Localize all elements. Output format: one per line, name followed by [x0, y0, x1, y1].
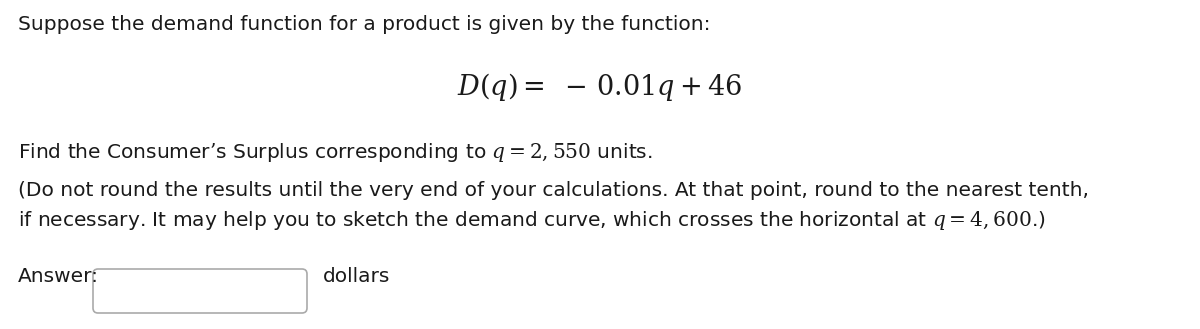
FancyBboxPatch shape	[94, 269, 307, 313]
Text: $D(q) =\ -\,0.01q + 46$: $D(q) =\ -\,0.01q + 46$	[457, 71, 743, 103]
Text: Find the Consumer’s Surplus corresponding to $q = 2, 550$ units.: Find the Consumer’s Surplus correspondin…	[18, 141, 653, 164]
Text: if necessary. It may help you to sketch the demand curve, which crosses the hori: if necessary. It may help you to sketch …	[18, 209, 1045, 232]
Text: Answer:: Answer:	[18, 267, 98, 286]
Text: (Do not round the results until the very end of your calculations. At that point: (Do not round the results until the very…	[18, 181, 1090, 200]
Text: dollars: dollars	[323, 267, 390, 286]
Text: Suppose the demand function for a product is given by the function:: Suppose the demand function for a produc…	[18, 15, 710, 34]
